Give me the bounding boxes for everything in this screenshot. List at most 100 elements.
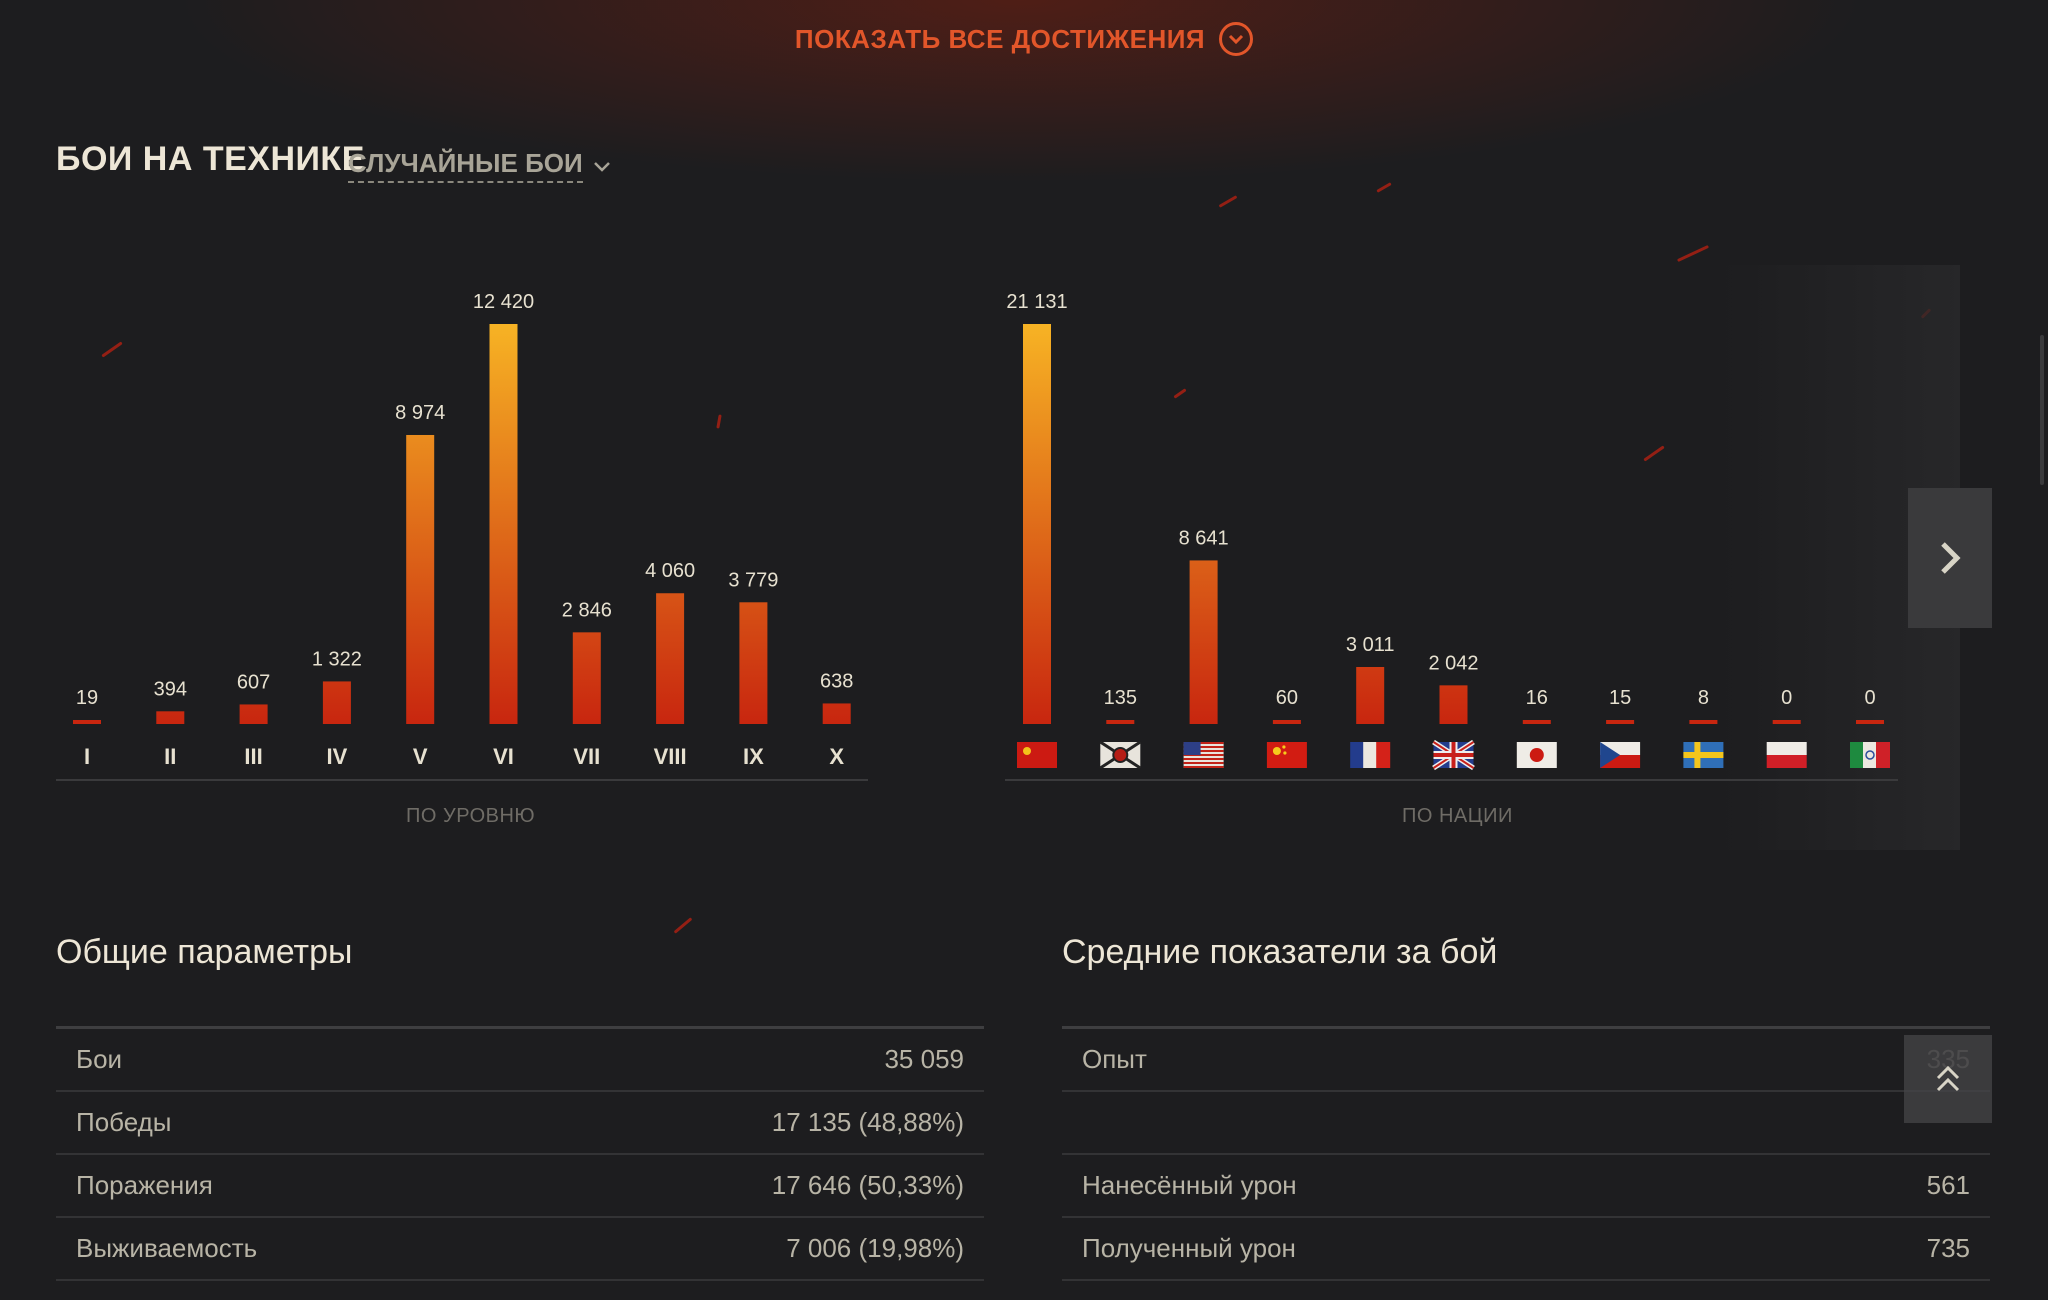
chart-bar[interactable]	[572, 632, 601, 724]
table-row: Поражения 17 646 (50,33%)	[56, 1155, 984, 1218]
chart-bar[interactable]	[322, 681, 351, 724]
nation-bar-chart: 21 131 135 8 641 60 3 011 2 042 16 15 8 0 0	[1005, 291, 1898, 781]
bar-value-label: 135	[1104, 687, 1137, 709]
tier-tick-label: VI	[493, 744, 514, 769]
sweden-flag-icon	[1683, 742, 1724, 768]
table-row: Выживаемость 7 006 (19,98%)	[56, 1218, 984, 1281]
ember-spark	[1376, 182, 1392, 193]
chart-bar[interactable]	[156, 711, 185, 724]
bar-value-label: 19	[76, 687, 98, 709]
chart-bar[interactable]	[739, 602, 768, 724]
chart-bar[interactable]	[1023, 324, 1051, 724]
average-params-title: Средние показатели за бой	[1062, 933, 1498, 971]
uk-flag-icon	[1432, 739, 1475, 771]
chart-bar[interactable]	[73, 720, 101, 724]
chart-bar[interactable]	[1106, 720, 1135, 724]
chart-bar[interactable]	[656, 593, 685, 724]
tier-tick-label: III	[244, 744, 262, 769]
bar-value-label: 4 060	[645, 560, 695, 582]
row-value: 735	[1926, 1233, 1970, 1263]
bar-value-label: 8	[1698, 687, 1709, 709]
chevron-right-icon	[1941, 542, 1961, 574]
ember-spark	[1218, 195, 1238, 208]
show-all-achievements[interactable]: ПОКАЗАТЬ ВСЕ ДОСТИЖЕНИЯ	[0, 22, 2048, 56]
tier-tick-label: X	[829, 744, 844, 769]
row-value: 7 006 (19,98%)	[786, 1233, 964, 1263]
chart-bar[interactable]	[1356, 667, 1385, 724]
bar-value-label: 3 779	[728, 569, 778, 591]
table-row: Победы 17 135 (48,88%)	[56, 1092, 984, 1155]
page-scrollbar[interactable]	[2040, 335, 2044, 485]
row-value: 561	[1926, 1170, 1970, 1200]
nation-axis-caption: ПО НАЦИИ	[1402, 805, 1513, 827]
tier-tick-label: V	[413, 744, 428, 769]
chart-bar[interactable]	[1772, 720, 1801, 724]
table-row: Опыт335	[1062, 1029, 1990, 1092]
next-nations-button[interactable]	[1908, 488, 1992, 628]
poland-flag-icon	[1766, 742, 1807, 768]
chart-bar[interactable]	[406, 434, 435, 724]
tier-tick-label: II	[164, 744, 176, 769]
table-row	[1062, 1092, 1990, 1155]
chevron-down-icon	[593, 161, 610, 172]
tier-tick-label: IX	[743, 744, 764, 769]
row-value: 35 059	[884, 1044, 964, 1074]
battle-mode-label[interactable]: СЛУЧАЙНЫЕ БОИ	[348, 148, 583, 183]
bar-value-label: 15	[1609, 687, 1631, 709]
double-chevron-up-icon	[1936, 1065, 1960, 1092]
row-value: 17 646 (50,33%)	[771, 1170, 964, 1200]
bar-value-label: 21 131	[1006, 291, 1067, 313]
czech-flag-icon	[1600, 742, 1641, 768]
bar-value-label: 1 322	[312, 648, 362, 670]
bar-value-label: 638	[820, 670, 853, 692]
general-params-table: Бои 35 059 Победы 17 135 (48,88%) Поражени…	[56, 1026, 984, 1281]
bar-value-label: 0	[1781, 687, 1792, 709]
battle-mode-dropdown[interactable]: СЛУЧАЙНЫЕ БОИ	[348, 148, 611, 183]
bar-value-label: 3 011	[1346, 634, 1395, 656]
france-flag-icon	[1350, 742, 1391, 768]
italy-flag-icon	[1850, 742, 1890, 768]
chart-bar[interactable]	[1689, 720, 1718, 724]
table-row: Полученный урон 735	[1062, 1218, 1990, 1281]
row-label: Бои	[76, 1044, 123, 1074]
tier-axis-caption: ПО УРОВНЮ	[406, 805, 536, 827]
chart-bar[interactable]	[1439, 685, 1468, 724]
chart-bar[interactable]	[1522, 720, 1551, 724]
row-label: Полученный урон	[1082, 1233, 1296, 1263]
table-row: Нанесённый урон 561	[1062, 1155, 1990, 1218]
chart-bar[interactable]	[239, 704, 268, 724]
bar-value-label: 2 846	[562, 599, 612, 621]
bar-value-label: 8 974	[395, 402, 445, 424]
tier-tick-label: I	[84, 744, 90, 769]
tier-tick-label: VIII	[654, 744, 687, 769]
bar-value-label: 607	[237, 671, 270, 693]
show-all-achievements-label[interactable]: ПОКАЗАТЬ ВСЕ ДОСТИЖЕНИЯ	[794, 23, 1206, 54]
ussr-flag-icon	[1017, 742, 1057, 768]
japan-flag-icon	[1516, 742, 1557, 768]
ember-spark	[1676, 244, 1710, 263]
chart-bar[interactable]	[1272, 720, 1301, 724]
bar-value-label: 0	[1864, 687, 1875, 709]
chart-bar[interactable]	[1606, 720, 1635, 724]
row-label: Выживаемость	[76, 1233, 258, 1263]
average-params-table: Опыт335 Нанесённый урон 561 Полученный ур…	[1062, 1026, 1990, 1281]
chart-bar[interactable]	[1189, 560, 1218, 724]
germany-flag-icon	[1099, 740, 1142, 770]
bar-value-label: 2 042	[1428, 652, 1478, 674]
scroll-to-top-button[interactable]	[1904, 1035, 1992, 1123]
bar-value-label: 12 420	[473, 291, 534, 313]
row-value: 17 135 (48,88%)	[771, 1107, 964, 1137]
china-flag-icon	[1266, 742, 1307, 768]
tier-tick-label: VII	[573, 744, 600, 769]
tier-bar-chart: 19 I 394 II 607 III 1 322 IV 8 974 V 12 420 VI 2 846…	[56, 291, 868, 781]
table-row: Бои 35 059	[56, 1029, 984, 1092]
chevron-down-circle-icon[interactable]	[1219, 22, 1254, 56]
chart-bar[interactable]	[489, 324, 518, 724]
bar-value-label: 60	[1276, 687, 1298, 709]
chart-bar[interactable]	[822, 703, 851, 724]
general-params-title: Общие параметры	[56, 933, 353, 971]
section-title: БОИ НА ТЕХНИКЕ	[56, 140, 365, 178]
row-label: Опыт	[1082, 1044, 1147, 1074]
chart-bar[interactable]	[1856, 720, 1884, 724]
ember-spark	[673, 917, 693, 934]
